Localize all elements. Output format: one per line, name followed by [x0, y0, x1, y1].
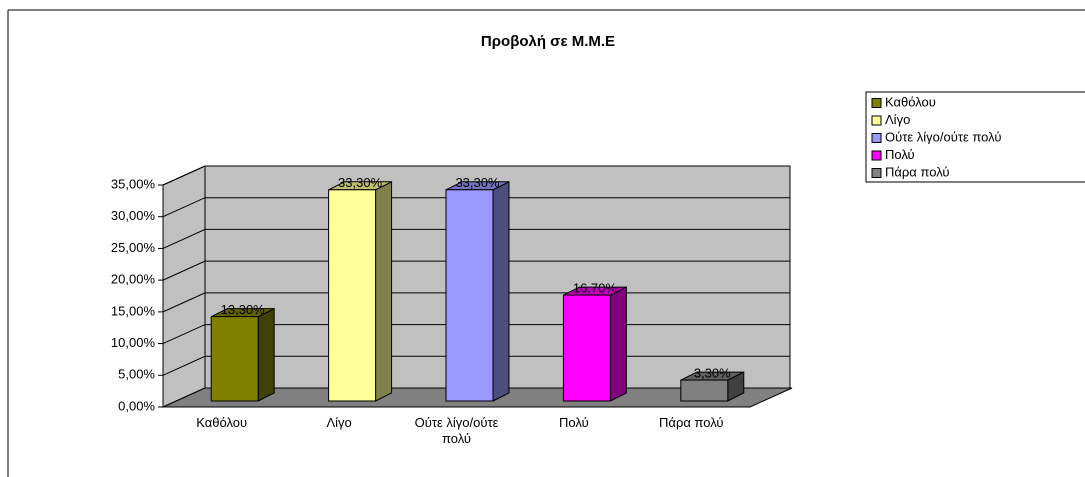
legend-label: Καθόλου: [885, 94, 936, 109]
legend-label: Πάρα πολύ: [885, 164, 950, 179]
legend-label: Πολύ: [885, 147, 915, 162]
legend-swatch: [871, 98, 882, 108]
value-label: 33,30%: [455, 175, 500, 190]
y-tick-label: 35,00%: [111, 176, 156, 191]
legend-swatch: [871, 115, 882, 126]
value-label: 33,30%: [338, 175, 383, 190]
bar-side: [375, 180, 393, 402]
bar-side: [257, 307, 275, 402]
grid-line: [162, 260, 790, 281]
grid-line: [162, 165, 790, 186]
x-tick-label: Λίγο: [326, 415, 352, 430]
legend-swatch: [871, 168, 882, 178]
value-label: 13,30%: [221, 302, 266, 317]
legend-label: Ούτε λίγο/ούτε πολύ: [885, 129, 1001, 144]
bar: [562, 294, 611, 402]
y-tick-label: 5,00%: [118, 367, 155, 382]
bar: [328, 189, 377, 402]
grid-line: [162, 197, 790, 218]
value-label: 3,30%: [694, 366, 731, 381]
y-tick-label: 20,00%: [111, 272, 156, 287]
x-tick-label: Καθόλου: [196, 415, 248, 430]
x-tick-label: Πολύ: [559, 415, 589, 430]
bar-side: [492, 180, 510, 402]
x-tick-label: Ούτε λίγο/ούτε πολύ: [414, 415, 499, 446]
y-tick-label: 25,00%: [111, 240, 156, 255]
legend-label: Λίγο: [885, 112, 910, 127]
bar: [680, 379, 729, 402]
grid-line: [162, 228, 790, 249]
y-tick-label: 15,00%: [111, 303, 156, 318]
bar: [445, 189, 494, 402]
chart-title: Προβολή σε Μ.Μ.Ε: [481, 33, 615, 50]
legend: [865, 91, 1085, 183]
legend-swatch: [871, 133, 882, 143]
x-tick-label: Πάρα πολύ: [659, 415, 724, 430]
side-wall: [162, 165, 206, 408]
value-label: 16,70%: [573, 281, 618, 296]
y-tick-label: 0,00%: [118, 398, 155, 413]
bar-side: [609, 286, 627, 402]
legend-swatch: [871, 150, 882, 161]
y-tick-label: 30,00%: [111, 208, 156, 223]
y-tick-label: 10,00%: [111, 335, 156, 350]
bar: [210, 316, 259, 402]
